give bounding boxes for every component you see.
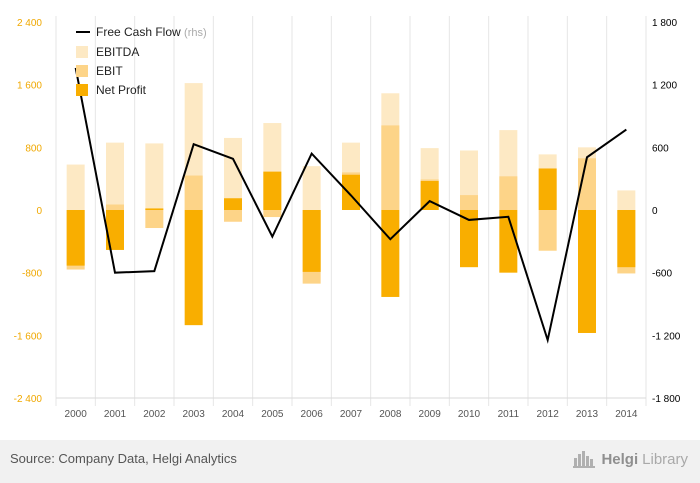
bar-net-profit (617, 210, 636, 268)
bar-ebitda (145, 143, 164, 210)
bar-ebitda (66, 164, 85, 210)
bar-net-profit (106, 210, 124, 250)
chart: -2 400 -1 600 -800 0 800 1 600 2 400 -1 800 -1 2… (14, 16, 681, 420)
x-axis-tick-label: 2010 (458, 409, 481, 420)
bar-ebit (145, 210, 164, 229)
right-axis-tick-label: 1 200 (652, 81, 677, 92)
bar-net-profit (302, 210, 321, 272)
brand-name-light: Library (642, 450, 688, 468)
left-axis-tick-label: 1 600 (17, 81, 42, 92)
bar-net-profit (263, 171, 282, 210)
bar-net-profit (66, 210, 85, 266)
right-axis-tick-label: 0 (652, 206, 658, 217)
brand-logo: Helgi Library (573, 450, 688, 468)
left-axis-tick-label: -1 600 (14, 331, 43, 342)
x-axis-tick-label: 2004 (222, 409, 245, 420)
line-free-cash-flow (74, 67, 627, 344)
bar-ebitda (106, 142, 124, 210)
legend-swatch-ebit (76, 65, 88, 77)
x-axis-tick-label: 2000 (65, 409, 88, 420)
right-axis-tick-label: -1 800 (652, 394, 681, 405)
bar-ebit (538, 210, 557, 251)
left-axis-tick-label: 2 400 (17, 18, 42, 29)
bar-net-profit (342, 174, 360, 210)
bar-ebit (184, 175, 203, 210)
source-note: Source: Company Data, Helgi Analytics (10, 451, 237, 466)
x-axis-tick-label: 2013 (576, 409, 599, 420)
legend-swatch-ebitda (76, 46, 88, 58)
x-axis-tick-label: 2012 (537, 409, 560, 420)
footer: Source: Company Data, Helgi Analytics He… (0, 440, 700, 483)
right-axis-tick-label: 1 800 (652, 18, 677, 29)
x-axis-tick-label: 2001 (104, 409, 127, 420)
bar-ebit (460, 195, 478, 210)
bar-ebitda (302, 166, 321, 210)
legend-label-net-profit: Net Profit (96, 83, 147, 97)
chart-svg: -2 400 -1 600 -800 0 800 1 600 2 400 -1 800 -1 2… (14, 16, 681, 420)
bar-ebit (381, 125, 400, 210)
x-axis-tick-label: 2006 (301, 409, 324, 420)
x-axis-tick-label: 2014 (615, 409, 638, 420)
bar-net-profit (224, 198, 242, 210)
legend-swatch-net-profit (76, 84, 88, 96)
brand-name-bold: Helgi (601, 450, 639, 468)
bar-net-profit (420, 181, 439, 210)
bar-ebit (263, 210, 282, 218)
left-axis-tick-label: -800 (22, 269, 42, 280)
legend-label-ebit: EBIT (96, 64, 123, 78)
legend-rhs-note: (rhs) (184, 27, 207, 39)
right-axis-tick-label: 600 (652, 143, 669, 154)
bar-net-profit (499, 210, 518, 273)
bar-net-profit (145, 208, 164, 210)
bar-ebit (578, 158, 596, 210)
bar-ebit (224, 210, 242, 222)
x-axis-tick-label: 2007 (340, 409, 363, 420)
x-axis-tick-label: 2011 (498, 409, 520, 420)
bar-net-profit (538, 168, 557, 210)
bar-net-profit (184, 210, 203, 326)
right-axis-tick-label: -1 200 (652, 331, 681, 342)
left-axis-tick-label: 0 (36, 206, 42, 217)
bar-net-profit (460, 210, 478, 268)
x-axis-tick-label: 2009 (419, 409, 442, 420)
city-skyline-icon (573, 451, 596, 468)
left-axis-tick-label: -2 400 (14, 394, 43, 405)
x-axis-tick-label: 2008 (379, 409, 402, 420)
bar-net-profit (381, 210, 400, 297)
bar-net-profit (578, 210, 596, 333)
right-axis-tick-label: -600 (652, 269, 672, 280)
bar-ebitda (617, 190, 636, 210)
x-axis-tick-label: 2002 (143, 409, 166, 420)
bar-ebit (499, 176, 518, 210)
bar-ebitda (224, 137, 242, 210)
legend-label-free-cash-flow: Free Cash Flow (rhs) (96, 25, 207, 39)
legend-label-ebitda: EBITDA (96, 45, 139, 59)
bar-ebit (106, 204, 124, 210)
x-axis-tick-label: 2005 (261, 409, 284, 420)
x-axis-tick-label: 2003 (183, 409, 206, 420)
left-axis-tick-label: 800 (25, 143, 42, 154)
